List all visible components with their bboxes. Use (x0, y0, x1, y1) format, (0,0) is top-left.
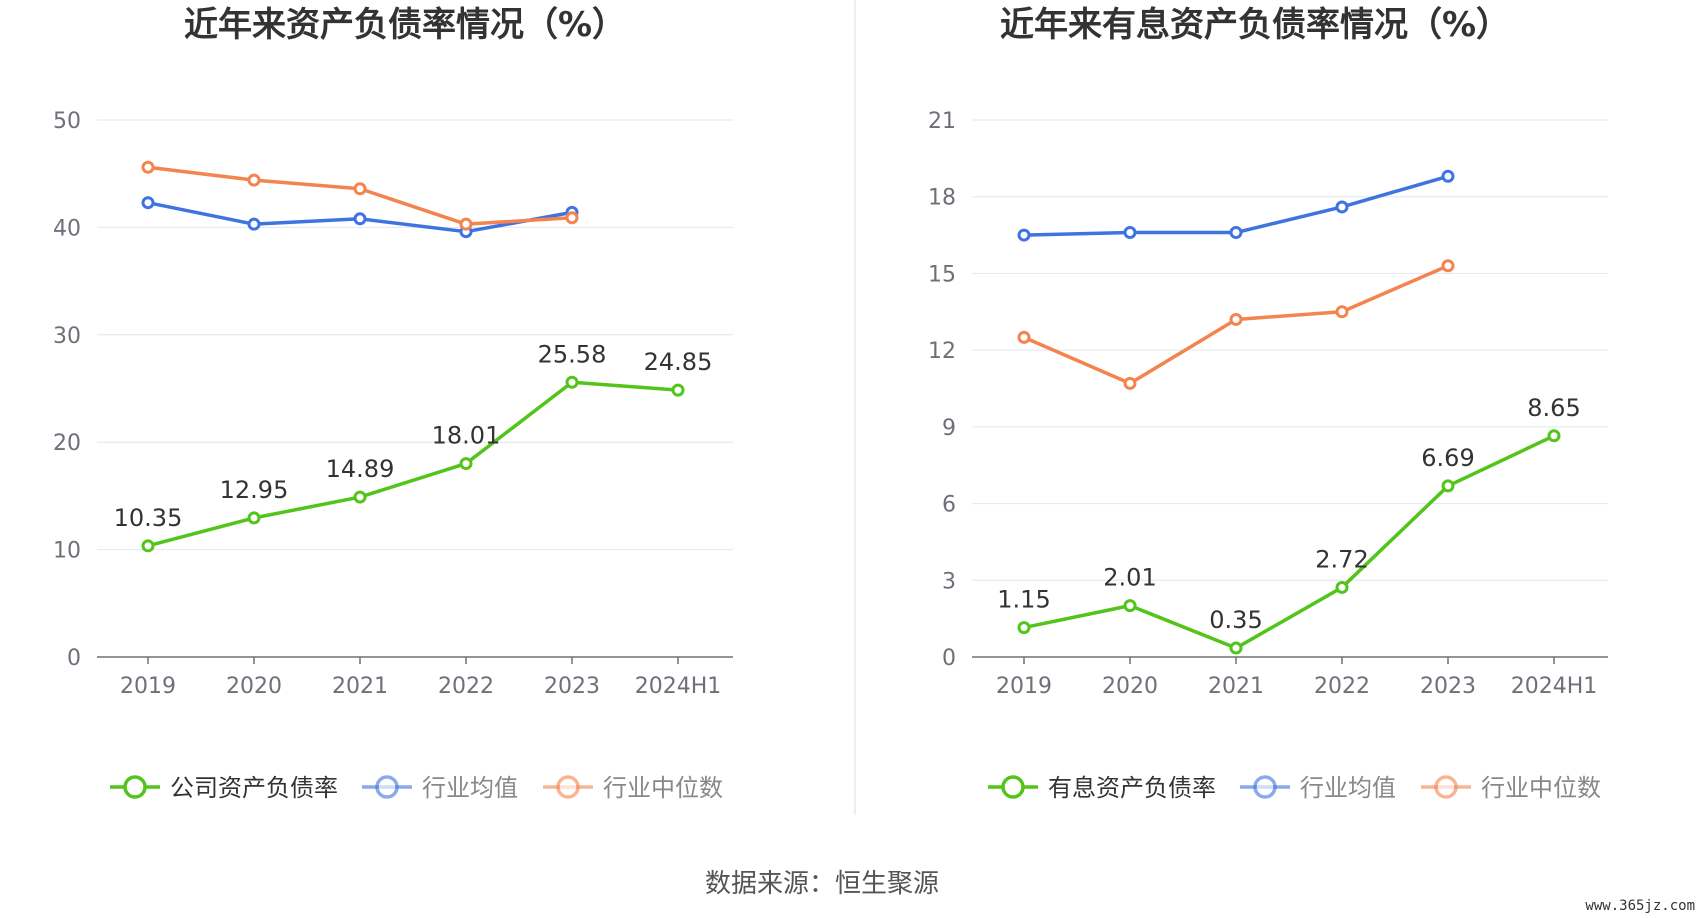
y-tick-label: 12 (928, 339, 956, 364)
x-tick-label: 2021 (1208, 674, 1264, 699)
data-point (1441, 479, 1455, 493)
data-point (565, 211, 579, 225)
data-point (1229, 226, 1243, 240)
data-point (1017, 330, 1031, 344)
series-line (1023, 434, 1555, 650)
data-point (247, 173, 261, 187)
data-point (141, 196, 155, 210)
y-tick-label: 18 (928, 186, 956, 211)
y-tick-label: 0 (67, 646, 81, 671)
data-point (459, 457, 473, 471)
x-tick-label: 2019 (996, 674, 1052, 699)
watermark-text: www.365jz.com (1585, 898, 1695, 914)
data-point (1229, 641, 1243, 655)
data-point (1017, 621, 1031, 635)
y-tick-label: 50 (53, 109, 81, 134)
data-label: 1.15 (997, 586, 1050, 614)
x-tick-label: 2020 (1102, 674, 1158, 699)
x-tick-label: 2021 (332, 674, 388, 699)
legend-swatch-marker (1253, 775, 1277, 799)
y-tick-label: 30 (53, 324, 81, 349)
data-label: 2.72 (1315, 545, 1368, 573)
data-point (565, 375, 579, 389)
data-source-note: 数据来源：恒生聚源 (705, 869, 939, 899)
chart-panel-debt-ratio: 近年来资产负债率情况（%） 0 10 20 30 40 50 2019 2020 2021 2022… (53, 5, 733, 802)
data-point (671, 383, 685, 397)
chart-title: 近年来资产负债率情况（%） (184, 5, 626, 45)
legend-label: 公司资产负债率 (170, 774, 338, 802)
data-point (1441, 259, 1455, 273)
legend-label: 行业中位数 (1481, 774, 1601, 802)
data-point (353, 212, 367, 226)
x-tick-label: 2024H1 (635, 674, 722, 699)
legend-label: 有息资产负债率 (1048, 774, 1216, 802)
legend-swatch-marker (123, 775, 147, 799)
legend-item[interactable]: 公司资产负债率 (110, 774, 338, 802)
data-label: 6.69 (1421, 444, 1474, 472)
data-point (353, 490, 367, 504)
legend-item[interactable]: 有息资产负债率 (988, 774, 1216, 802)
y-tick-label: 3 (942, 569, 956, 594)
legend-item[interactable]: 行业中位数 (1421, 774, 1601, 802)
data-label: 14.89 (326, 455, 395, 483)
data-label: 25.58 (538, 340, 607, 368)
y-tick-label: 10 (53, 539, 81, 564)
data-point (1335, 200, 1349, 214)
y-tick-label: 21 (928, 109, 956, 134)
legend-label: 行业中位数 (603, 774, 723, 802)
data-label: 12.95 (220, 476, 289, 504)
x-tick-label: 2022 (1314, 674, 1370, 699)
x-tick-label: 2022 (438, 674, 494, 699)
legend-item[interactable]: 行业均值 (362, 774, 518, 802)
legend-item[interactable]: 行业中位数 (543, 774, 723, 802)
data-label: 18.01 (432, 422, 501, 450)
x-tick-label: 2023 (544, 674, 600, 699)
data-point (459, 217, 473, 231)
y-tick-label: 0 (942, 646, 956, 671)
data-point (1335, 580, 1349, 594)
x-tick-label: 2024H1 (1511, 674, 1598, 699)
chart-panel-interest-debt-ratio: 近年来有息资产负债率情况（%） 0 3 6 9 12 15 18 21 2019 2020 2021 2… (928, 5, 1608, 802)
data-point (141, 160, 155, 174)
x-tick-label: 2023 (1420, 674, 1476, 699)
data-point (247, 217, 261, 231)
y-tick-label: 40 (53, 216, 81, 241)
data-point (1123, 226, 1137, 240)
legend-swatch-marker (375, 775, 399, 799)
data-point (1017, 228, 1031, 242)
series-line (147, 380, 679, 548)
data-point (247, 511, 261, 525)
data-point (1123, 599, 1137, 613)
legend-item[interactable]: 行业均值 (1240, 774, 1396, 802)
legend-label: 行业均值 (1300, 774, 1396, 802)
legend-swatch-marker (1001, 775, 1025, 799)
data-point (1123, 376, 1137, 390)
data-point (1441, 169, 1455, 183)
data-label: 10.35 (114, 504, 183, 532)
data-point (1547, 429, 1561, 443)
y-tick-label: 6 (942, 493, 956, 518)
data-point (1229, 312, 1243, 326)
data-point (1335, 305, 1349, 319)
data-label: 24.85 (644, 348, 713, 376)
y-tick-label: 9 (942, 416, 956, 441)
legend-swatch-marker (556, 775, 580, 799)
x-tick-label: 2019 (120, 674, 176, 699)
x-tick-label: 2020 (226, 674, 282, 699)
data-point (353, 182, 367, 196)
data-label: 8.65 (1527, 394, 1580, 422)
data-label: 0.35 (1209, 606, 1262, 634)
legend-swatch-marker (1434, 775, 1458, 799)
legend-label: 行业均值 (422, 774, 518, 802)
data-label: 2.01 (1103, 564, 1156, 592)
chart-title: 近年来有息资产负债率情况（%） (1000, 5, 1510, 45)
data-point (141, 539, 155, 553)
y-tick-label: 20 (53, 431, 81, 456)
y-tick-label: 15 (928, 262, 956, 287)
